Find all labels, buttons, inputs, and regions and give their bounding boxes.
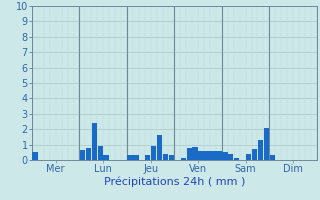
Bar: [216, 151, 221, 160]
Bar: [222, 152, 228, 160]
Bar: [133, 155, 139, 160]
Bar: [32, 152, 38, 160]
Bar: [210, 151, 216, 160]
Bar: [264, 128, 269, 160]
Bar: [252, 149, 257, 160]
Bar: [127, 155, 132, 160]
Bar: [204, 151, 210, 160]
Bar: [92, 123, 97, 160]
Bar: [151, 146, 156, 160]
Bar: [198, 151, 204, 160]
Bar: [180, 158, 186, 160]
Bar: [187, 148, 192, 160]
Bar: [103, 155, 109, 160]
Bar: [246, 154, 251, 160]
Bar: [163, 154, 168, 160]
Bar: [270, 155, 275, 160]
Bar: [80, 150, 85, 160]
Bar: [86, 148, 91, 160]
X-axis label: Précipitations 24h ( mm ): Précipitations 24h ( mm ): [104, 177, 245, 187]
Bar: [157, 135, 162, 160]
Bar: [228, 154, 233, 160]
Bar: [234, 158, 239, 160]
Bar: [169, 155, 174, 160]
Bar: [258, 140, 263, 160]
Bar: [98, 146, 103, 160]
Bar: [193, 147, 198, 160]
Bar: [145, 155, 150, 160]
